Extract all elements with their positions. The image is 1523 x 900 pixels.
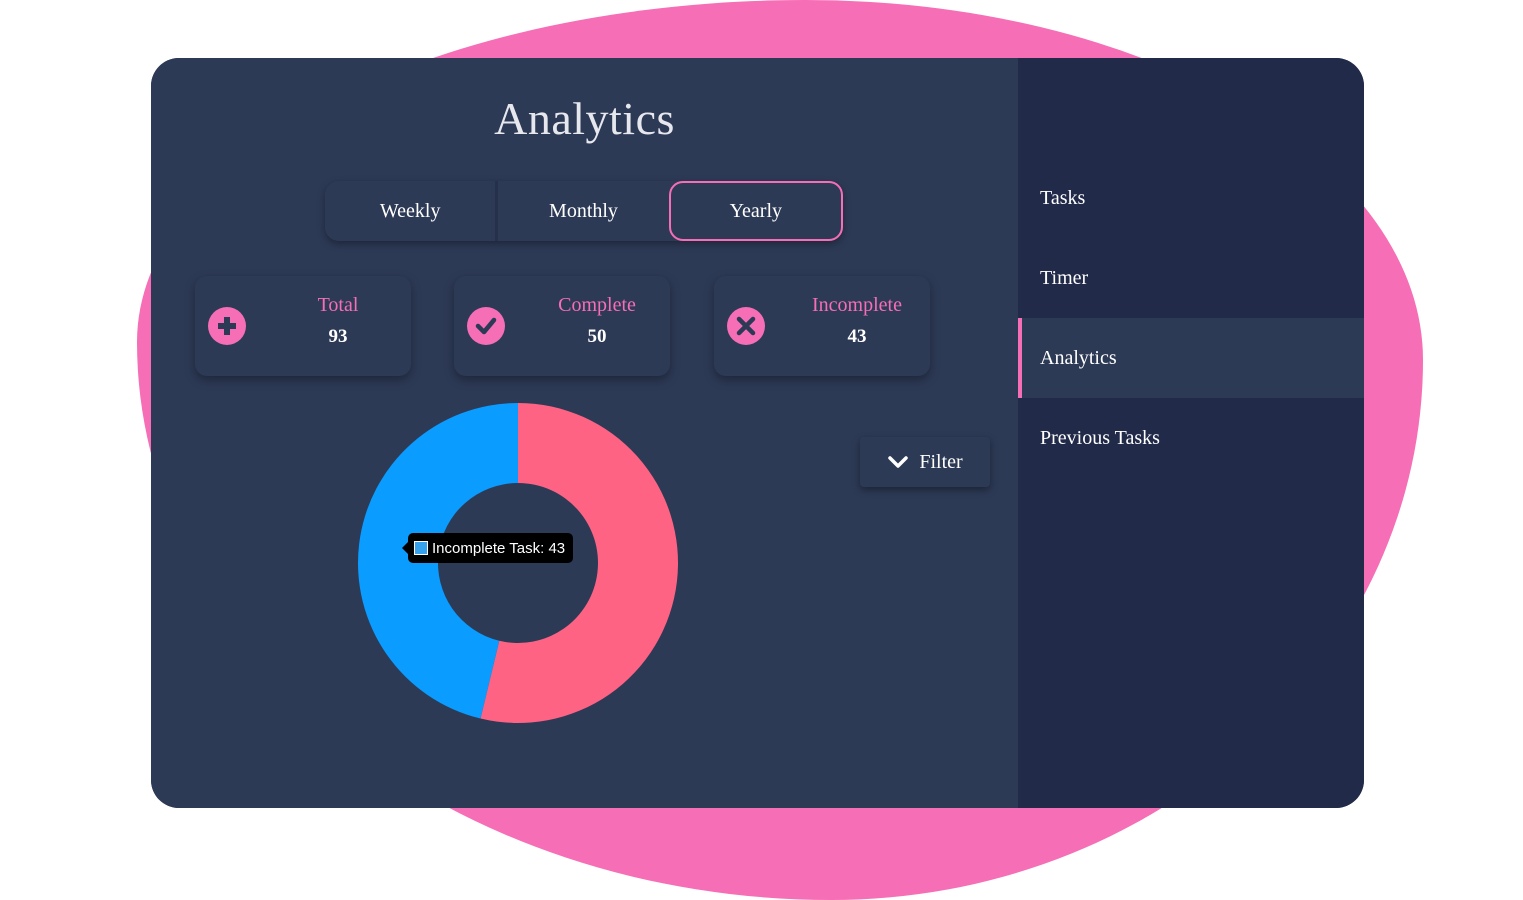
stat-label: Incomplete [812, 294, 902, 316]
chart-tooltip: Incomplete Task: 43 [401, 533, 574, 563]
tab-yearly[interactable]: Yearly [668, 181, 843, 241]
plus-icon [208, 307, 246, 345]
main-panel: Analytics Weekly Monthly Yearly Total 93… [151, 58, 1018, 808]
stat-card-total: Total 93 [195, 276, 411, 376]
doughnut-chart-svg [358, 403, 678, 723]
tab-monthly[interactable]: Monthly [498, 181, 669, 241]
stat-value: 50 [587, 326, 607, 347]
stat-value: 43 [847, 326, 867, 347]
tooltip-swatch [414, 541, 428, 555]
chevron-down-icon [887, 455, 909, 469]
sidebar-item-timer[interactable]: Timer [1040, 266, 1089, 289]
sidebar: Tasks Timer Analytics Previous Tasks [1018, 58, 1364, 808]
check-icon [467, 307, 505, 345]
page-title: Analytics [494, 93, 675, 144]
doughnut-chart[interactable] [357, 402, 679, 724]
slice-complete-task[interactable] [480, 403, 678, 723]
sidebar-item-previous-tasks[interactable]: Previous Tasks [1040, 426, 1160, 449]
app-window: Analytics Weekly Monthly Yearly Total 93… [151, 58, 1364, 808]
stat-label: Total [317, 294, 359, 316]
filter-label: Filter [919, 450, 963, 473]
sidebar-item-analytics[interactable]: Analytics [1018, 318, 1364, 398]
filter-button[interactable]: Filter [860, 437, 990, 487]
stat-card-incomplete: Incomplete 43 [714, 276, 930, 376]
tooltip-text: Incomplete Task: 43 [432, 539, 566, 557]
sidebar-item-tasks[interactable]: Tasks [1040, 186, 1086, 209]
tab-weekly[interactable]: Weekly [325, 181, 499, 241]
x-icon [727, 307, 765, 345]
stat-label: Complete [558, 294, 636, 316]
stat-card-complete: Complete 50 [454, 276, 670, 376]
stat-value: 93 [328, 326, 348, 347]
period-tabs: Weekly Monthly Yearly [325, 181, 843, 241]
